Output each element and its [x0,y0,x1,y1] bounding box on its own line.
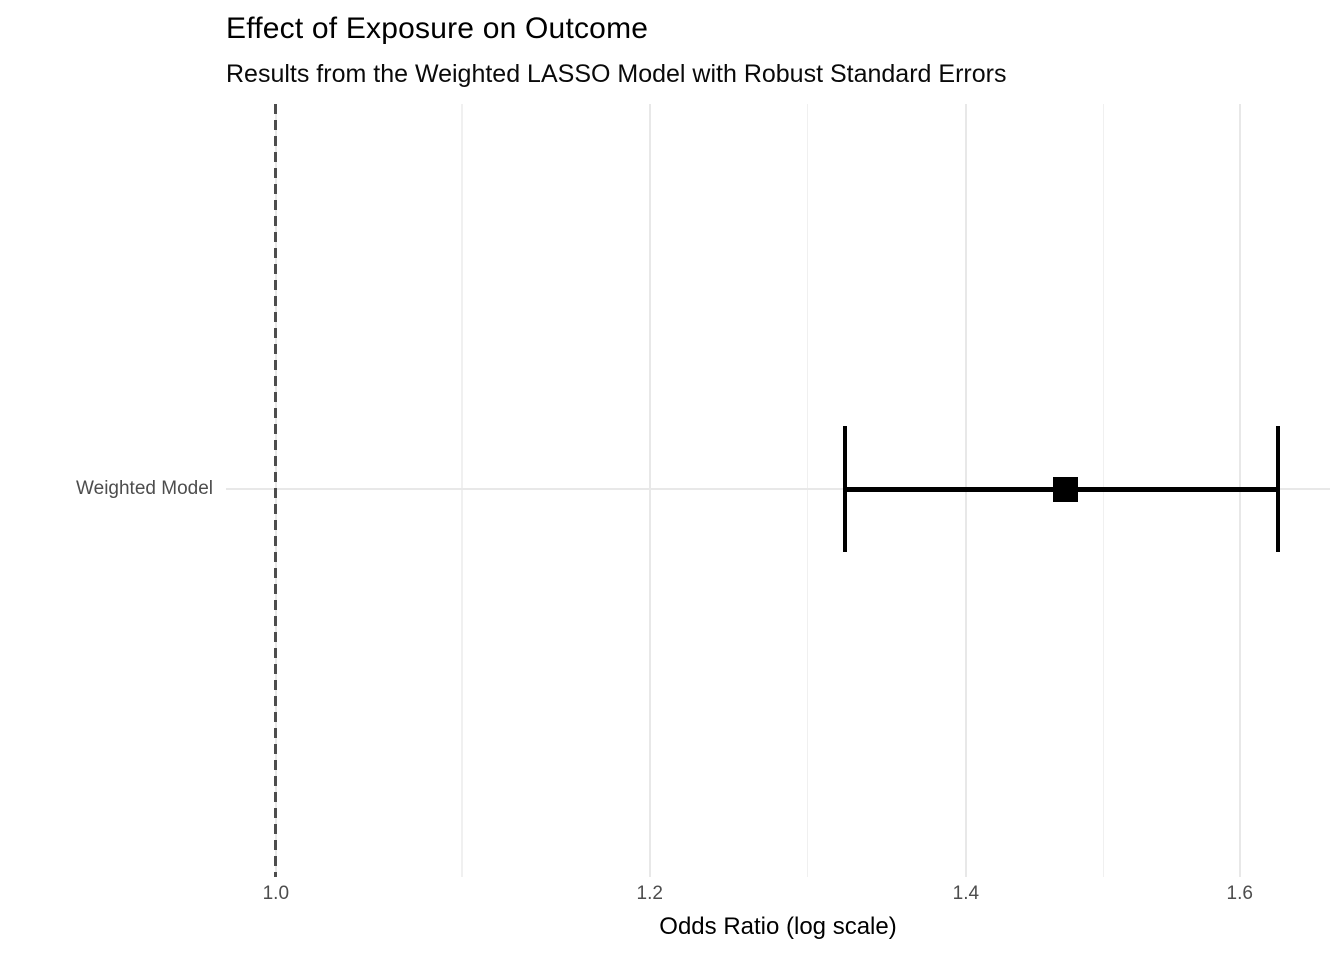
row-gridline [226,488,1330,490]
x-tick-label: 1.6 [1226,883,1253,904]
x-tick-label: 1.4 [952,883,980,904]
ci-lower-whisker [843,426,848,552]
chart-title: Effect of Exposure on Outcome [226,12,649,45]
plot-panel [226,104,1330,877]
reference-dashed-line [274,104,278,877]
ci-upper-whisker [1275,426,1280,552]
x-axis-title: Odds Ratio (log scale) [659,913,897,940]
major-gridline [648,104,651,877]
estimate-square-marker [1053,476,1079,502]
y-axis-category-label: Weighted Model [76,478,213,499]
x-tick-label: 1.0 [262,883,290,904]
minor-gridline [806,104,809,877]
x-tick-label: 1.2 [636,883,663,904]
chart-subtitle: Results from the Weighted LASSO Model wi… [226,60,1007,88]
minor-gridline [461,104,463,877]
